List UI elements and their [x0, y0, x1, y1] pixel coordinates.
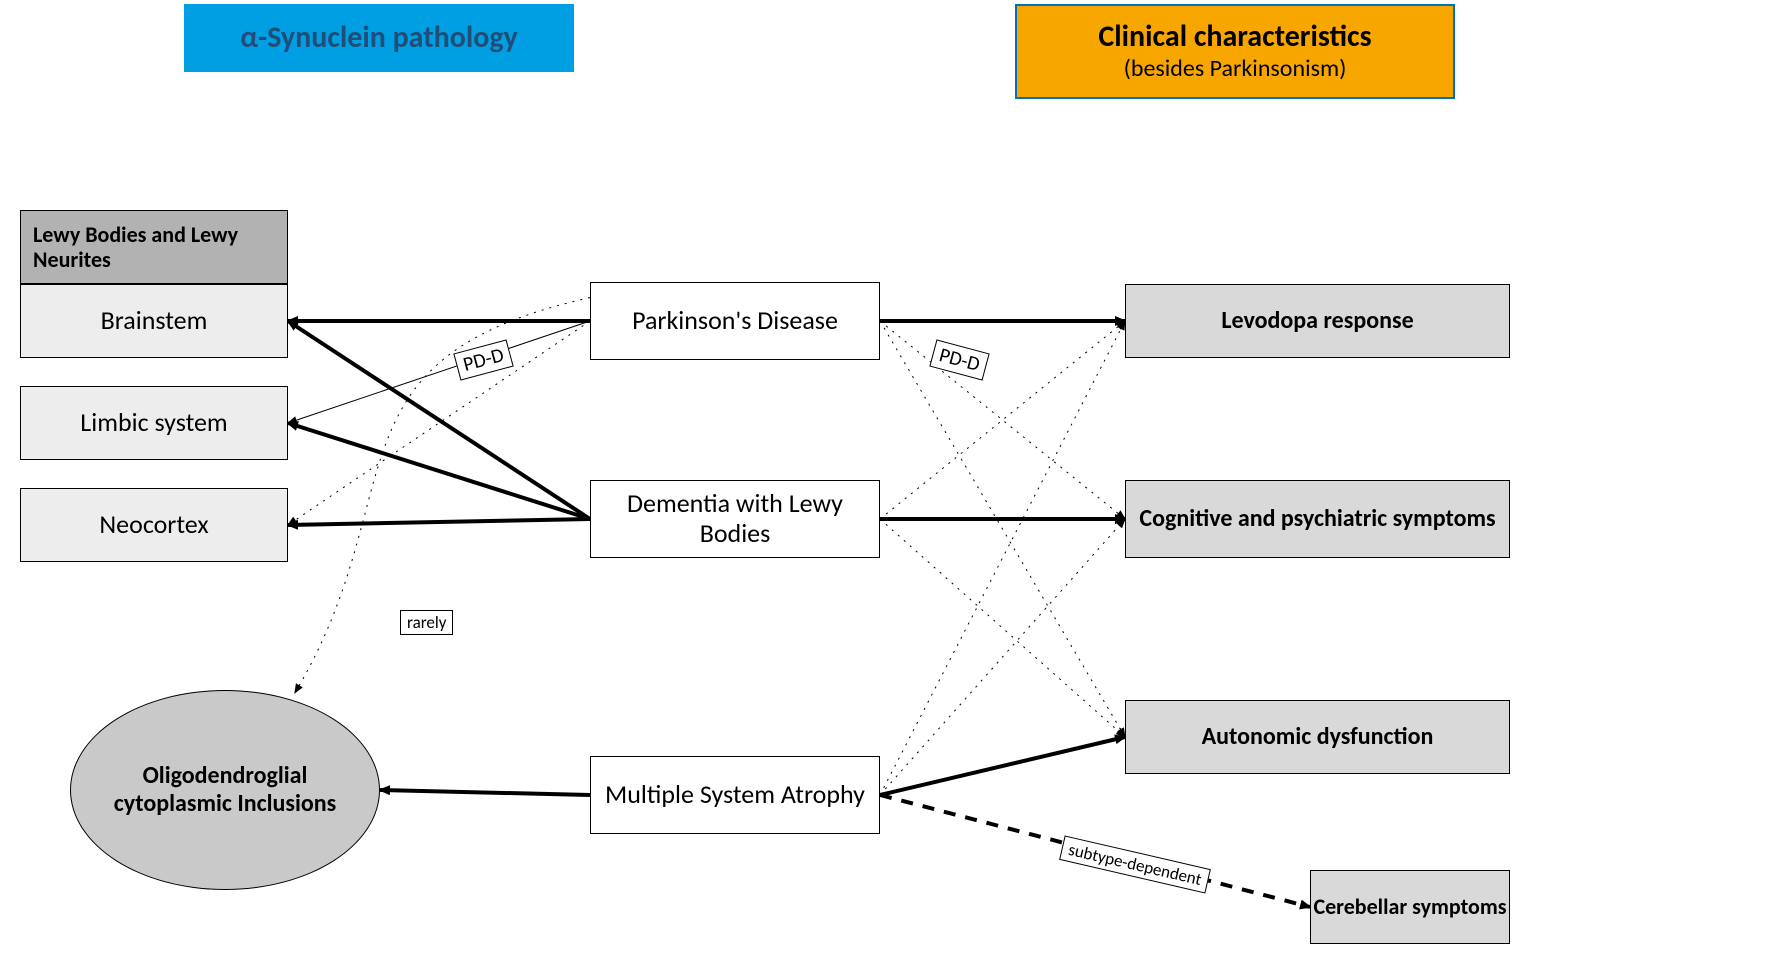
label-pdd_left: PD-D [453, 339, 513, 380]
disease-pd: Parkinson's Disease [590, 282, 880, 360]
pathology-neocortex: Neocortex [20, 488, 288, 562]
header-right-title: Clinical characteristics [1098, 20, 1371, 55]
clinical-autonomic: Autonomic dysfunction [1125, 700, 1510, 774]
clinical-levodopa: Levodopa response [1125, 284, 1510, 358]
disease-msa: Multiple System Atrophy [590, 756, 880, 834]
header-right-subtitle: (besides Parkinsonism) [1124, 55, 1347, 83]
pathology-limbic: Limbic system [20, 386, 288, 460]
label-rarely: rarely [400, 610, 453, 635]
header-right: Clinical characteristics(besides Parkins… [1015, 4, 1455, 99]
pathology-brainstem: Brainstem [20, 284, 288, 358]
header-left: α-Synuclein pathology [184, 4, 574, 72]
clinical-cerebellar: Cerebellar symptoms [1310, 870, 1510, 944]
label-pdd_right: PD-D [929, 339, 989, 380]
pathology-group_header: Lewy Bodies and Lewy Neurites [20, 210, 288, 284]
clinical-cognitive: Cognitive and psychiatric symptoms [1125, 480, 1510, 558]
disease-dlb: Dementia with Lewy Bodies [590, 480, 880, 558]
label-subtype: subtype-dependent [1059, 835, 1211, 893]
pathology-oci: Oligodendroglial cytoplasmic Inclusions [70, 690, 380, 890]
